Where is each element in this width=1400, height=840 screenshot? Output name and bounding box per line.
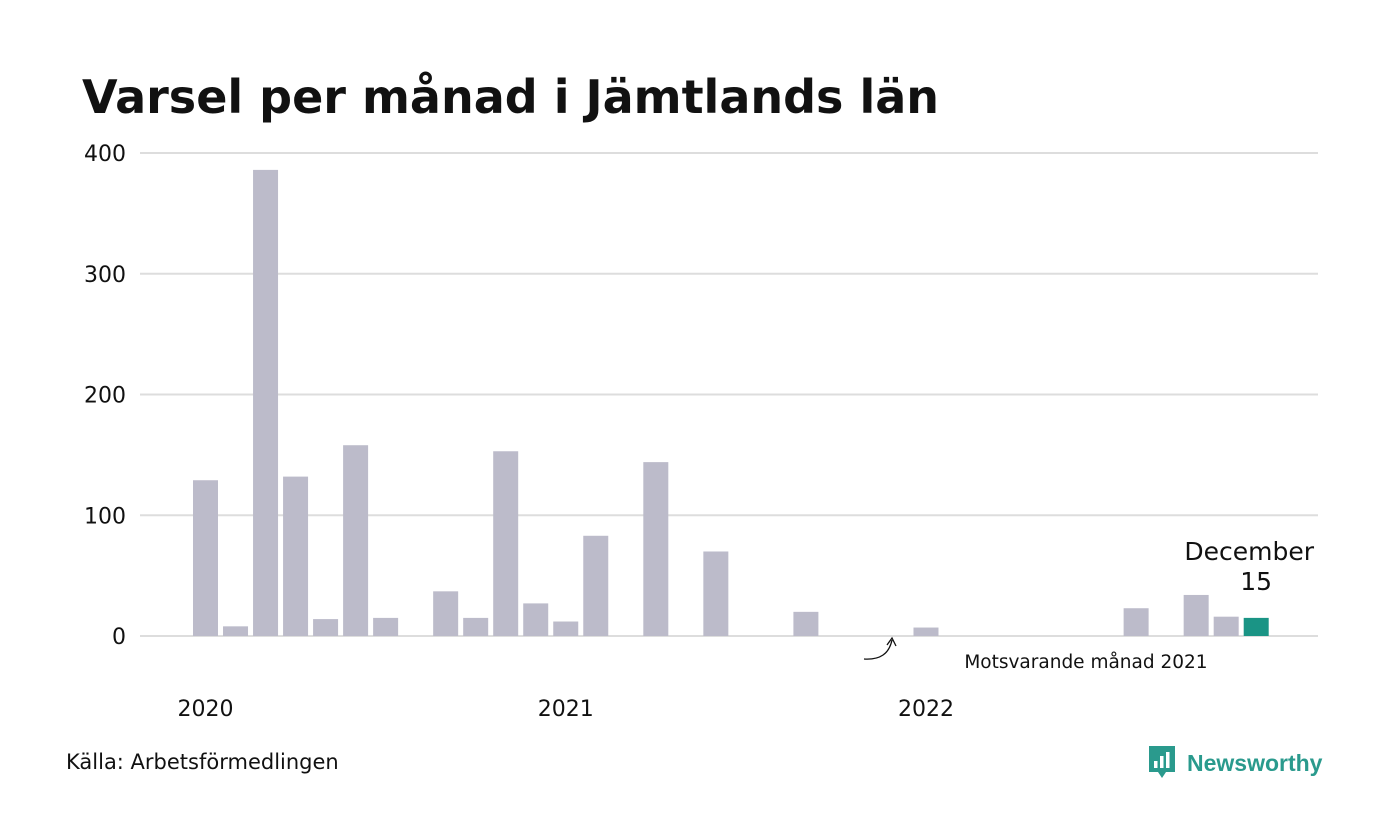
y-axis-labels: 0 100 200 300 400	[84, 142, 126, 650]
highlight-value-label: 15	[1240, 567, 1272, 596]
bar	[433, 591, 459, 636]
bar	[583, 535, 609, 636]
highlight-month-label: December	[1184, 537, 1314, 566]
y-tick-label: 200	[84, 384, 126, 409]
y-tick-label: 0	[112, 625, 126, 650]
brand-name: Newsworthy	[1187, 749, 1323, 776]
y-tick-label: 400	[84, 142, 126, 167]
bar	[223, 626, 249, 636]
bar	[703, 551, 729, 636]
comparison-annotation: Motsvarande månad 2021	[964, 652, 1207, 673]
y-tick-label: 100	[84, 504, 126, 529]
bar	[283, 476, 309, 636]
bar	[793, 611, 819, 636]
bar-current-month	[1243, 617, 1269, 636]
x-tick-label: 2020	[178, 697, 234, 722]
bar	[313, 619, 339, 636]
x-tick-label: 2022	[898, 697, 954, 722]
bars	[193, 169, 1269, 636]
bar	[643, 462, 669, 636]
chart-title: Varsel per månad i Jämtlands län	[82, 70, 939, 124]
newsworthy-logo-icon	[1149, 746, 1175, 778]
curved-arrow-icon	[863, 639, 893, 660]
bar	[493, 451, 519, 636]
bar	[1183, 594, 1209, 636]
bar	[523, 603, 549, 636]
bar	[373, 617, 399, 636]
source-note: Källa: Arbetsförmedlingen	[66, 750, 339, 774]
bar	[1213, 616, 1239, 636]
bar	[193, 480, 218, 636]
bar	[253, 169, 279, 636]
bar	[1123, 608, 1149, 636]
bar	[913, 627, 939, 636]
y-tick-label: 300	[84, 263, 126, 288]
newsworthy-logo[interactable]: Newsworthy	[1147, 744, 1322, 782]
bar	[343, 445, 369, 636]
x-axis-labels: 2020 2021 2022	[178, 697, 954, 722]
grid	[140, 152, 1318, 637]
bar	[463, 617, 489, 636]
x-tick-label: 2021	[538, 697, 594, 722]
arrow-head-icon	[886, 636, 897, 647]
bar	[553, 621, 579, 636]
